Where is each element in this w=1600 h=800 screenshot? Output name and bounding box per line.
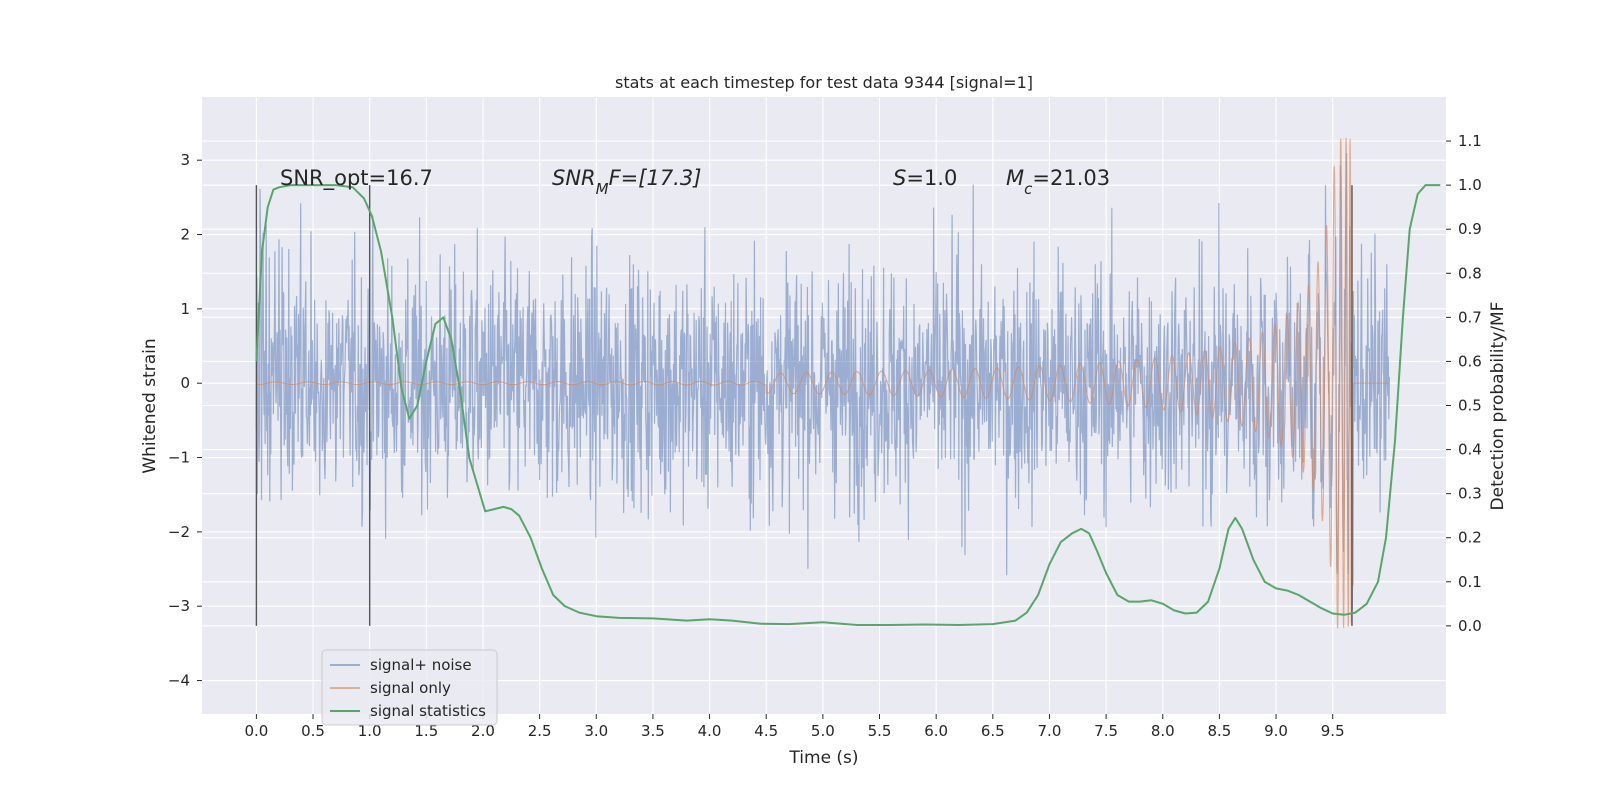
annotation-s: S=1.0 xyxy=(893,166,957,190)
legend-label: signal+ noise xyxy=(370,656,472,674)
signal-statistics-line xyxy=(255,184,1441,626)
x-tick-label: 0.5 xyxy=(301,722,325,740)
x-tick-label: 3.5 xyxy=(641,722,665,740)
legend-box xyxy=(321,649,498,726)
legend-label: signal only xyxy=(370,679,451,697)
annotation-mc: Mc=21.03 xyxy=(1006,166,1110,198)
y2-axis-label: Detection probability/MF xyxy=(1488,302,1508,511)
x-tick-label: 9.5 xyxy=(1321,722,1345,740)
y2-tick-label: 0.0 xyxy=(1458,617,1482,635)
y2-tick-label: 0.9 xyxy=(1458,220,1482,238)
y-tick-label: 1 xyxy=(180,300,190,318)
y2-tick-label: 0.4 xyxy=(1458,441,1482,459)
x-tick-label: 4.0 xyxy=(698,722,722,740)
x-tick-label: 5.5 xyxy=(868,722,892,740)
y2-tick-label: 0.8 xyxy=(1458,264,1482,282)
x-tick-label: 1.5 xyxy=(414,722,438,740)
x-tick-label: 4.5 xyxy=(754,722,778,740)
y2-tick-label: 0.2 xyxy=(1458,529,1482,547)
x-tick-label: 8.0 xyxy=(1151,722,1175,740)
x-tick-label: 9.0 xyxy=(1264,722,1288,740)
x-tick-label: 2.0 xyxy=(471,722,495,740)
x-tick-label: 1.0 xyxy=(358,722,382,740)
y-axis-label: Whitened strain xyxy=(140,338,160,473)
y-tick-label: −3 xyxy=(168,597,190,615)
legend-label: signal statistics xyxy=(370,702,486,720)
y-tick-label: 0 xyxy=(180,374,190,392)
x-tick-label: 8.5 xyxy=(1207,722,1231,740)
x-tick-label: 7.0 xyxy=(1038,722,1062,740)
y2-tick-label: 1.0 xyxy=(1458,176,1482,194)
x-tick-label: 5.0 xyxy=(811,722,835,740)
chart-title: stats at each timestep for test data 934… xyxy=(615,73,1033,92)
y2-axis-ticks: 1.1 1.0 0.9 0.8 0.7 0.6 0.5 0.4 0.3 0.2 0.1 0.0 xyxy=(1446,132,1482,635)
x-tick-label: 6.0 xyxy=(924,722,948,740)
y-tick-label: −4 xyxy=(168,672,190,690)
y-tick-label: −2 xyxy=(168,523,190,541)
y-tick-label: −1 xyxy=(168,449,190,467)
y2-tick-label: 0.6 xyxy=(1458,352,1482,370)
legend: signal+ noise signal only signal statistic… xyxy=(321,649,498,726)
x-tick-label: 0.0 xyxy=(244,722,268,740)
y2-tick-label: 0.1 xyxy=(1458,573,1482,591)
y2-tick-label: 0.7 xyxy=(1458,308,1482,326)
y-tick-label: 3 xyxy=(180,151,190,169)
series-signal-statistics xyxy=(255,184,1441,626)
x-tick-label: 6.5 xyxy=(981,722,1005,740)
y2-tick-label: 0.5 xyxy=(1458,397,1482,415)
x-axis-ticks: 0.0 0.5 1.0 1.5 2.0 2.5 3.0 3.5 4.0 4.5 5.0 5.5 6.0 6… xyxy=(244,714,1345,740)
x-tick-label: 3.0 xyxy=(584,722,608,740)
y-tick-label: 2 xyxy=(180,226,190,244)
series-signal-only xyxy=(256,137,1390,629)
y2-tick-label: 0.3 xyxy=(1458,485,1482,503)
y2-tick-label: 1.1 xyxy=(1458,132,1482,150)
x-tick-label: 2.5 xyxy=(528,722,552,740)
y-axis-ticks: 3 2 1 0 −1 −2 −3 −4 xyxy=(168,151,202,690)
annotation-snr-mf: SNRMF=[17.3] xyxy=(552,166,701,198)
x-tick-label: 7.5 xyxy=(1094,722,1118,740)
annotation-snr-opt: SNR_opt=16.7 xyxy=(280,166,433,191)
x-axis-label: Time (s) xyxy=(788,748,858,768)
vertical-markers xyxy=(255,185,1353,626)
signal-only-line xyxy=(256,137,1390,629)
